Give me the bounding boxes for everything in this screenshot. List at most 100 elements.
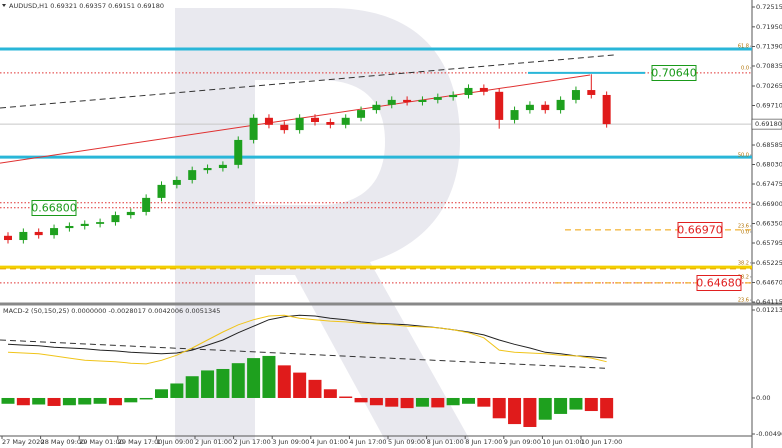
y2-tick-label: -0.004968 [756,430,782,438]
histogram-bar [277,365,291,398]
candle-body [602,94,611,125]
candle-body [418,99,427,102]
y-tick-label: 0.66900 [756,200,782,208]
candle-body [387,99,396,105]
fib-label: 61.8 [738,44,749,50]
candle-body [50,228,59,236]
candle-body [541,104,550,111]
annotation-label: 0.66970 [677,224,723,237]
candle-body [280,124,289,131]
x-tick-label: 8 Jun 01:00 [427,438,464,446]
y-tick-label: 0.66350 [756,220,782,228]
y2-tick-label: 0.00 [756,394,770,402]
histogram-bar [569,397,583,410]
histogram-bar [354,397,368,403]
x-tick-label: 1 Jun 09:00 [156,438,193,446]
candle-body [433,97,442,100]
histogram-bar [47,397,61,406]
candle-body [234,139,243,165]
histogram-bar [62,397,76,406]
candle-body [479,87,488,92]
candle-body [4,235,12,241]
histogram-bar [400,397,414,409]
histogram-bar [323,389,337,398]
x-tick-label: 5 Jun 09:00 [388,438,425,446]
histogram-bar [462,397,475,404]
candle-body [34,231,43,236]
x-tick-label: 29 May 17:00 [118,438,163,446]
annotation-box [696,275,742,291]
histogram-bar [201,370,215,398]
candle-body [464,87,473,95]
macd-trendline [0,339,606,369]
histogram-bar [247,358,261,398]
histogram-bar [523,397,537,427]
fib-label: 50.0 [738,153,749,159]
histogram-bar [78,397,92,405]
y-tick-label: 0.64115 [756,298,782,306]
histogram-bar [477,397,491,407]
x-tick-label: 2 Jun 17:00 [234,438,271,446]
fib-label: 0.0 [741,229,749,235]
x-tick-label: 27 May 2020 [2,438,44,446]
candle-body [372,104,381,111]
histogram-bar [231,363,245,398]
title-icon [2,4,6,7]
last-price-label: 0.69180 [755,120,782,128]
annotation-box [677,222,723,238]
fib-label: 23.6 [738,298,749,304]
x-tick-label: 28 May 09:00 [41,438,86,446]
histogram-bar [262,355,276,398]
annotation-box [31,200,77,216]
candle-body [188,170,197,180]
candle-body [341,117,350,125]
histogram-bar [415,397,429,407]
candle-body [357,110,366,118]
histogram-bar [170,383,184,398]
candle-body [19,231,28,241]
x-tick-label: 10 Jun 17:00 [581,438,622,446]
histogram-bar [492,397,506,419]
annotation-label: 0.64680 [696,277,742,290]
histogram-bar [293,372,307,398]
histogram-bar [124,397,138,403]
candle-body [403,99,412,102]
candle-body [311,117,319,123]
y2-tick-label: 0.0121344 [756,306,782,314]
y-tick-label: 0.67475 [756,180,782,188]
x-tick-label: 8 Jun 17:00 [465,438,502,446]
histogram-bar [538,397,552,420]
histogram-bar [369,397,383,406]
fib-label: 38.2 [738,260,749,266]
y-tick-label: 0.64670 [756,279,782,287]
candle-body [571,90,580,100]
candle-body [449,94,458,98]
chart-title: AUDUSD,H1 0.69321 0.69357 0.69151 0.6918… [9,2,164,10]
histogram-bar [584,397,598,412]
y-tick-label: 0.69710 [756,102,782,110]
candle-body [172,179,181,185]
histogram-bar [93,397,107,404]
candle-body [111,215,120,223]
histogram-bar [185,376,199,398]
candle-body [495,91,504,120]
candle-body [218,164,227,169]
candle-body [126,211,135,216]
histogram-bar [16,397,30,406]
x-tick-label: 29 May 01:00 [79,438,124,446]
candle-body [295,117,304,131]
candle-body [264,117,273,125]
y-tick-label: 0.71950 [756,23,782,31]
histogram-bar [32,397,46,405]
candle-body [157,184,166,198]
macd-line [7,314,607,365]
watermark [175,8,470,440]
candle-body [65,225,74,229]
histogram-bar [554,397,568,414]
annotation-box [651,65,697,81]
histogram-bar [308,379,322,398]
annotation-label: 0.70640 [651,67,697,80]
y-tick-label: 0.72515 [756,3,782,11]
histogram-bar [216,368,230,398]
trendline [0,54,616,109]
